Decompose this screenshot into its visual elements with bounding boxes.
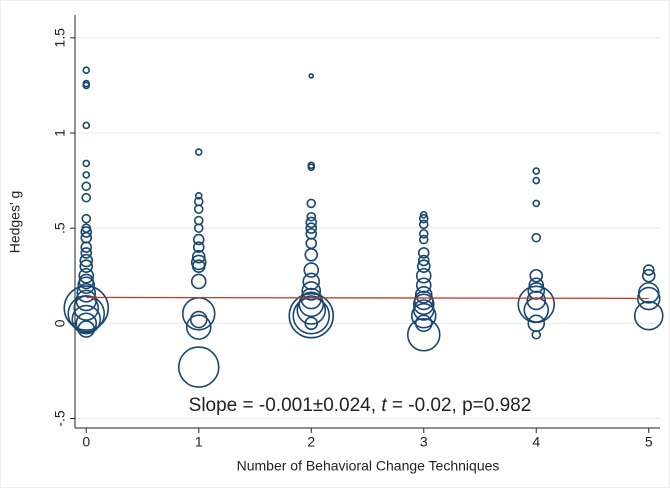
bubble [532,199,541,208]
bubble [296,295,327,325]
bubble [80,226,93,238]
bubble [77,276,96,295]
bubble [417,254,430,267]
bubble [190,273,207,290]
x-axis-label: Number of Behavioral Change Techniques [237,458,500,474]
x-tick-label: 5 [645,434,653,450]
y-tick-label: .5 [52,222,68,234]
annotation-text: Slope = -0.001±0.024, [189,395,382,416]
bubble [80,247,93,259]
y-axis-label: Hedges' g [7,191,23,254]
bubble [633,300,664,331]
bubble [306,198,317,209]
bubble [419,211,428,219]
bubble [192,241,205,253]
bubble [531,232,542,243]
bubble [304,248,319,262]
bubble [301,281,322,301]
bubble [414,314,433,333]
annotation: Slope = -0.001±0.024, t = -0.02, p=0.982 [189,395,532,416]
bubble [63,285,110,331]
bubble [302,272,321,291]
bubble [194,148,203,156]
bubble [79,253,94,268]
x-tick-label: 2 [307,434,315,450]
bubble [288,292,335,339]
bubble [82,171,91,179]
plot-area [75,15,660,428]
x-tick-label: 3 [420,434,428,450]
bubble [81,192,92,203]
bubble [418,229,429,239]
bubble [527,282,546,300]
bubble [81,213,92,224]
bubble [177,346,220,388]
y-tick-label: -.5 [52,410,68,427]
bubble [193,223,204,233]
y-tick-label: 1.5 [52,28,68,48]
bubble [418,213,429,224]
bubble [305,222,318,234]
y-tick-label: 1 [52,129,68,137]
bubble [82,66,91,74]
y-tick-label: 0 [52,319,68,327]
bubble [531,329,542,340]
bubble [414,285,433,304]
bubble [418,234,429,245]
bubble [189,310,208,329]
bubble [71,304,102,335]
x-tick-label: 0 [82,434,90,450]
bubble [418,219,429,230]
bubble [529,268,544,283]
bubble [194,192,203,200]
bubble [415,267,432,284]
bubble [410,302,437,329]
annotation-text: t [381,395,387,416]
bubble [81,181,92,192]
bubble [82,121,91,130]
bubble [79,259,94,274]
bubble [532,176,541,185]
bubble [526,290,547,311]
bubble [190,254,207,271]
fit-line [86,296,649,300]
bubble [642,264,655,276]
bubble [185,314,212,340]
bubble [78,267,95,284]
bubble [305,216,318,229]
bubble [641,268,656,283]
bubble [82,81,91,90]
bubble [307,163,316,172]
bubble [82,159,91,168]
bubble [416,259,431,274]
bubble [67,295,106,333]
x-tick-label: 4 [532,434,540,450]
annotation-text: = -0.02, p=0.982 [387,395,532,416]
bubble [76,283,97,303]
bubble [77,320,96,338]
x-tick-label: 1 [195,434,203,450]
bubble [406,317,441,352]
bubble [80,241,93,253]
bubble [303,262,320,278]
bubble [412,293,435,316]
bubble [308,73,315,79]
bubble [417,247,430,259]
bubble [532,167,541,175]
bubble [192,233,205,246]
bubble [306,211,317,222]
bubble [304,316,319,331]
bubble [191,259,206,274]
bubble [191,249,206,264]
bubble [193,204,204,214]
